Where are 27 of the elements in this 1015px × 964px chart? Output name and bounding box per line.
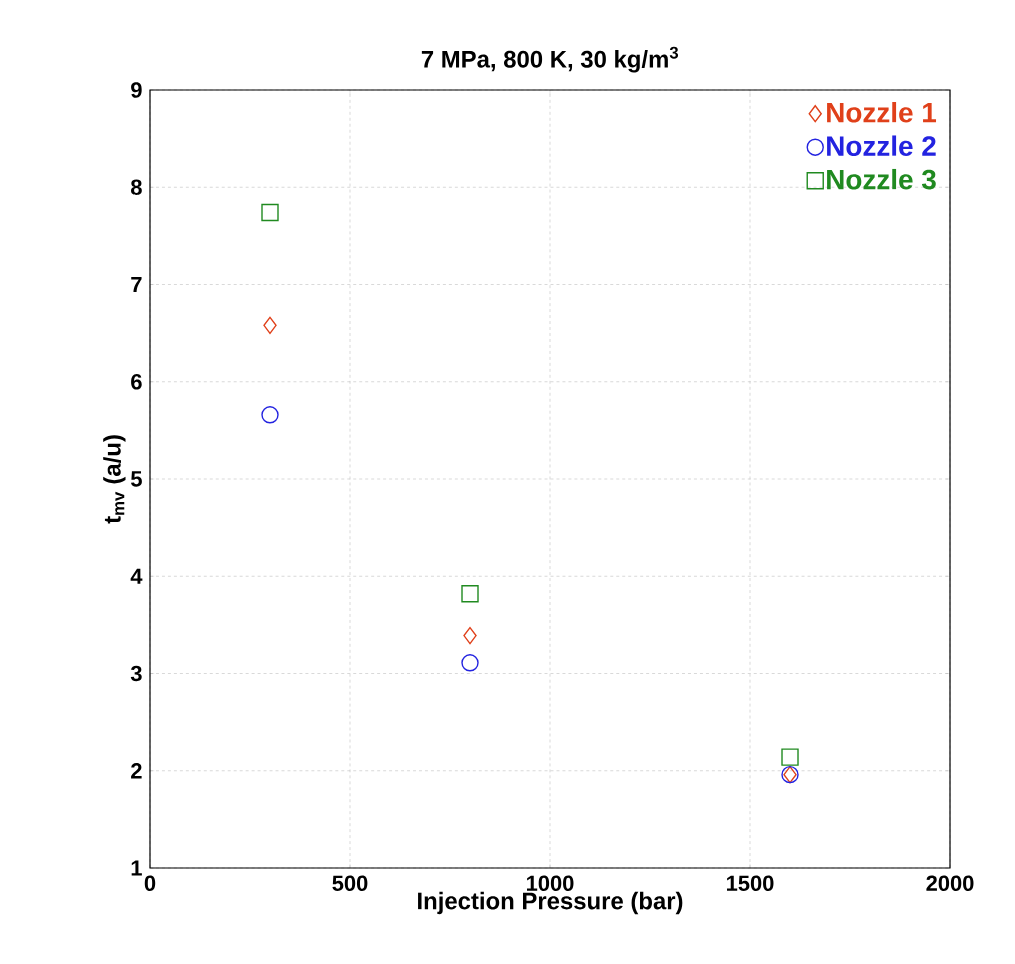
x-tick-label: 1500 <box>727 875 774 892</box>
x-tick-label: 0 <box>144 875 156 892</box>
point <box>463 626 477 645</box>
point <box>461 654 479 672</box>
x-axis-title: Injection Pressure (bar) <box>418 891 683 915</box>
x-tick-label: 1000 <box>527 875 574 892</box>
y-tick-label: 1 <box>131 860 142 876</box>
point <box>263 316 277 335</box>
y-axis-title: t$_{mv}$ (a/u) <box>103 435 126 524</box>
point <box>781 748 799 766</box>
point <box>261 203 279 222</box>
x-tick-label: 2000 <box>926 875 974 892</box>
y-tick-label: 5 <box>130 471 142 487</box>
y-tick-label: 4 <box>130 568 143 584</box>
legend-label: Nozzle 2 <box>827 135 936 156</box>
legend-label: Nozzle 1 <box>827 101 937 123</box>
y-tick-label: 3 <box>130 665 142 682</box>
y-tick-label: 6 <box>131 373 142 390</box>
y-tick-label: 8 <box>131 179 142 196</box>
chart-title: 7 MPa, 800 K, 30 kg/m$^{3}$ <box>421 46 679 73</box>
y-tick-label: 7 <box>131 276 142 293</box>
point <box>461 585 479 603</box>
legend-label: Nozzle 3 <box>827 168 936 190</box>
x-tick-label: 500 <box>332 875 368 892</box>
y-tick-label: 2 <box>131 763 142 779</box>
y-tick-label: 9 <box>131 82 142 98</box>
point <box>261 406 279 424</box>
